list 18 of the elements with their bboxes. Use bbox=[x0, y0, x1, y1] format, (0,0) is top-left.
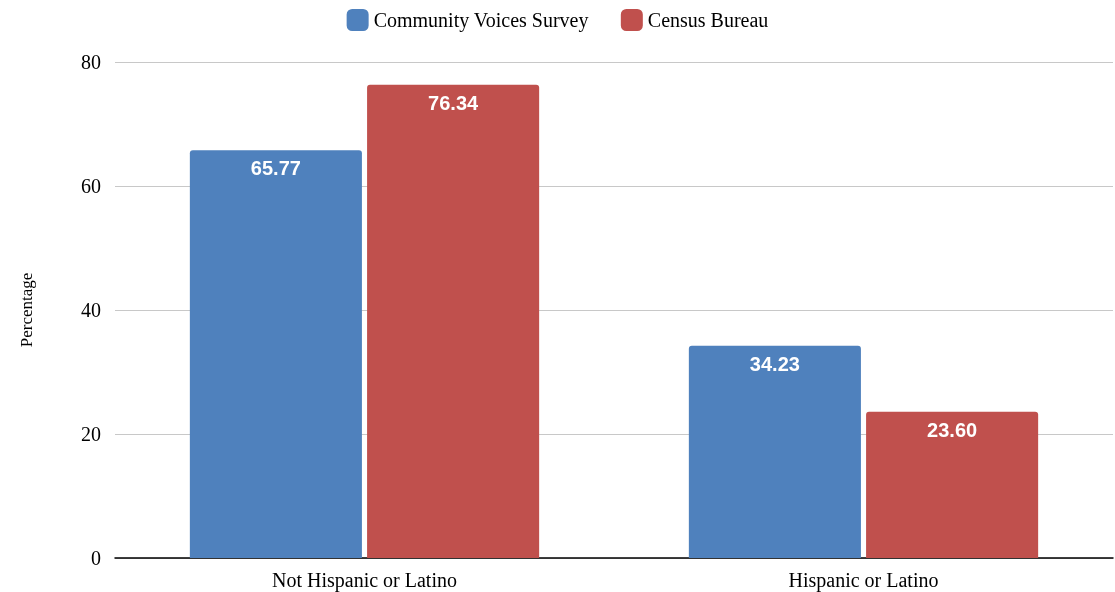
bar bbox=[189, 150, 362, 558]
y-tick-label: 80 bbox=[81, 51, 101, 73]
y-tick-label: 0 bbox=[91, 547, 101, 569]
x-tick-label: Not Hispanic or Latino bbox=[272, 569, 457, 592]
legend-label: Census Bureau bbox=[647, 9, 769, 31]
legend-label: Community Voices Survey bbox=[373, 9, 589, 32]
bar bbox=[866, 411, 1039, 558]
data-label: 76.34 bbox=[428, 91, 480, 114]
y-axis-title: Percentage bbox=[17, 272, 36, 348]
data-label: 23.60 bbox=[927, 418, 978, 441]
bar bbox=[367, 84, 540, 558]
y-tick-label: 20 bbox=[81, 423, 101, 445]
y-tick-label: 40 bbox=[81, 299, 101, 321]
data-label: 34.23 bbox=[749, 352, 800, 375]
data-label: 65.77 bbox=[250, 157, 301, 180]
x-tick-label: Hispanic or Latino bbox=[788, 569, 939, 592]
bar bbox=[688, 345, 861, 558]
y-tick-label: 60 bbox=[81, 175, 101, 197]
